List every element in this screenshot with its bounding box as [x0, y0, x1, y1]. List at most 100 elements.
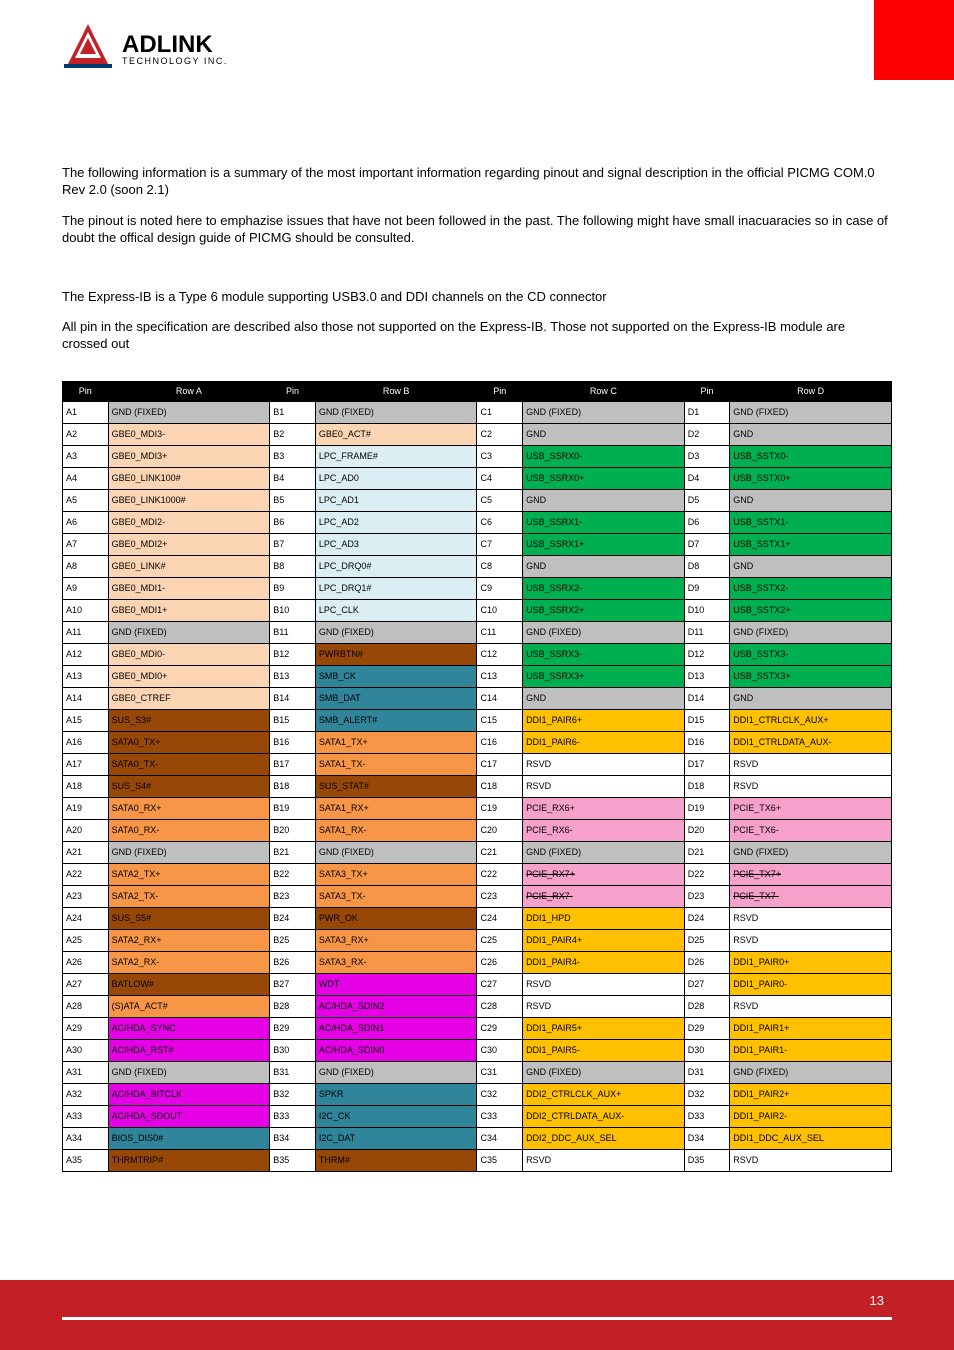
- pin-cell: B25: [270, 930, 316, 952]
- adlink-logo: ADLINK TECHNOLOGY INC.: [62, 20, 262, 80]
- table-row: A32AC/HDA_BITCLKB32SPKRC32DDI2_CTRLCLK_A…: [63, 1084, 892, 1106]
- pin-cell: D30: [684, 1040, 730, 1062]
- signal-cell: DDI1_CTRLDATA_AUX-: [730, 732, 892, 754]
- signal-cell: GND (FIXED): [523, 842, 685, 864]
- signal-cell: SMB_ALERT#: [315, 710, 477, 732]
- signal-cell: SATA1_TX+: [315, 732, 477, 754]
- pin-cell: D31: [684, 1062, 730, 1084]
- pin-cell: D35: [684, 1150, 730, 1172]
- pin-cell: B21: [270, 842, 316, 864]
- pin-cell: C5: [477, 490, 523, 512]
- pin-cell: C32: [477, 1084, 523, 1106]
- signal-cell: PCIE_TX6+: [730, 798, 892, 820]
- table-row: A12GBE0_MDI0-B12PWRBTN#C12USB_SSRX3-D12U…: [63, 644, 892, 666]
- signal-cell: GND: [523, 688, 685, 710]
- pin-cell: C8: [477, 556, 523, 578]
- signal-cell: SATA3_RX-: [315, 952, 477, 974]
- pin-cell: A35: [63, 1150, 109, 1172]
- signal-cell: BIOS_DIS0#: [108, 1128, 270, 1150]
- signal-cell: GBE0_MDI0+: [108, 666, 270, 688]
- pin-cell: A19: [63, 798, 109, 820]
- signal-cell: DDI1_PAIR1-: [730, 1040, 892, 1062]
- pin-cell: D10: [684, 600, 730, 622]
- signal-cell: SATA2_TX+: [108, 864, 270, 886]
- signal-cell: DDI1_PAIR4-: [523, 952, 685, 974]
- signal-cell: GBE0_CTREF: [108, 688, 270, 710]
- pin-cell: A23: [63, 886, 109, 908]
- pin-cell: A1: [63, 402, 109, 424]
- pin-cell: D24: [684, 908, 730, 930]
- pin-cell: C29: [477, 1018, 523, 1040]
- pin-cell: B12: [270, 644, 316, 666]
- pin-cell: C28: [477, 996, 523, 1018]
- pin-cell: A34: [63, 1128, 109, 1150]
- table-row: A35THRMTRIP#B35THRM#C35RSVDD35RSVD: [63, 1150, 892, 1172]
- table-row: A1GND (FIXED)B1GND (FIXED)C1GND (FIXED)D…: [63, 402, 892, 424]
- signal-cell: GBE0_MDI3+: [108, 446, 270, 468]
- signal-cell: GBE0_MDI1-: [108, 578, 270, 600]
- pin-cell: B23: [270, 886, 316, 908]
- pin-cell: B16: [270, 732, 316, 754]
- signal-cell: SATA0_RX+: [108, 798, 270, 820]
- pin-cell: B2: [270, 424, 316, 446]
- pin-cell: C2: [477, 424, 523, 446]
- pin-cell: A12: [63, 644, 109, 666]
- pin-cell: D19: [684, 798, 730, 820]
- signal-cell: LPC_AD0: [315, 468, 477, 490]
- pin-cell: A2: [63, 424, 109, 446]
- pin-cell: A6: [63, 512, 109, 534]
- pin-cell: C12: [477, 644, 523, 666]
- signal-cell: SATA3_RX+: [315, 930, 477, 952]
- signal-cell: DDI1_PAIR5+: [523, 1018, 685, 1040]
- signal-cell: SUS_S4#: [108, 776, 270, 798]
- signal-cell: GBE0_MDI0-: [108, 644, 270, 666]
- signal-cell: USB_SSRX1-: [523, 512, 685, 534]
- pin-cell: D17: [684, 754, 730, 776]
- pin-cell: B4: [270, 468, 316, 490]
- pin-cell: A26: [63, 952, 109, 974]
- pin-cell: C26: [477, 952, 523, 974]
- pin-cell: D15: [684, 710, 730, 732]
- pin-cell: C17: [477, 754, 523, 776]
- pin-cell: B15: [270, 710, 316, 732]
- pin-cell: A31: [63, 1062, 109, 1084]
- table-row: A7GBE0_MDI2+B7LPC_AD3C7USB_SSRX1+D7USB_S…: [63, 534, 892, 556]
- pinout-table: PinRow APinRow BPinRow CPinRow D A1GND (…: [62, 381, 892, 1172]
- table-header-cell: Row D: [730, 382, 892, 402]
- pin-cell: A14: [63, 688, 109, 710]
- table-body: A1GND (FIXED)B1GND (FIXED)C1GND (FIXED)D…: [63, 402, 892, 1172]
- signal-cell: GND: [523, 424, 685, 446]
- signal-cell: PCIE_RX7+: [523, 864, 685, 886]
- pin-cell: A11: [63, 622, 109, 644]
- signal-cell: RSVD: [730, 996, 892, 1018]
- pin-cell: D14: [684, 688, 730, 710]
- signal-cell: GND (FIXED): [523, 402, 685, 424]
- table-row: A31GND (FIXED)B31GND (FIXED)C31GND (FIXE…: [63, 1062, 892, 1084]
- pin-cell: A20: [63, 820, 109, 842]
- intro-paragraph-3: The Express-IB is a Type 6 module suppor…: [62, 289, 892, 306]
- signal-cell: USB_SSTX2+: [730, 600, 892, 622]
- signal-cell: GBE0_MDI3-: [108, 424, 270, 446]
- signal-cell: USB_SSTX3-: [730, 644, 892, 666]
- pin-cell: B1: [270, 402, 316, 424]
- pin-cell: C4: [477, 468, 523, 490]
- intro-paragraph-2: The pinout is noted here to emphazise is…: [62, 213, 892, 247]
- table-row: A20SATA0_RX-B20SATA1_RX-C20PCIE_RX6-D20P…: [63, 820, 892, 842]
- signal-cell: SATA1_RX-: [315, 820, 477, 842]
- signal-cell: SATA2_RX+: [108, 930, 270, 952]
- signal-cell: DDI2_CTRLCLK_AUX+: [523, 1084, 685, 1106]
- pin-cell: B5: [270, 490, 316, 512]
- pin-cell: A16: [63, 732, 109, 754]
- pin-cell: D33: [684, 1106, 730, 1128]
- table-row: A8GBE0_LINK#B8LPC_DRQ0#C8GNDD8GND: [63, 556, 892, 578]
- pin-cell: D16: [684, 732, 730, 754]
- signal-cell: PWRBTN#: [315, 644, 477, 666]
- pin-cell: D3: [684, 446, 730, 468]
- pin-cell: C15: [477, 710, 523, 732]
- pin-cell: C3: [477, 446, 523, 468]
- table-row: A34BIOS_DIS0#B34I2C_DATC34DDI2_DDC_AUX_S…: [63, 1128, 892, 1150]
- pin-cell: A25: [63, 930, 109, 952]
- pin-cell: B11: [270, 622, 316, 644]
- pin-cell: D27: [684, 974, 730, 996]
- table-row: A13GBE0_MDI0+B13SMB_CKC13USB_SSRX3+D13US…: [63, 666, 892, 688]
